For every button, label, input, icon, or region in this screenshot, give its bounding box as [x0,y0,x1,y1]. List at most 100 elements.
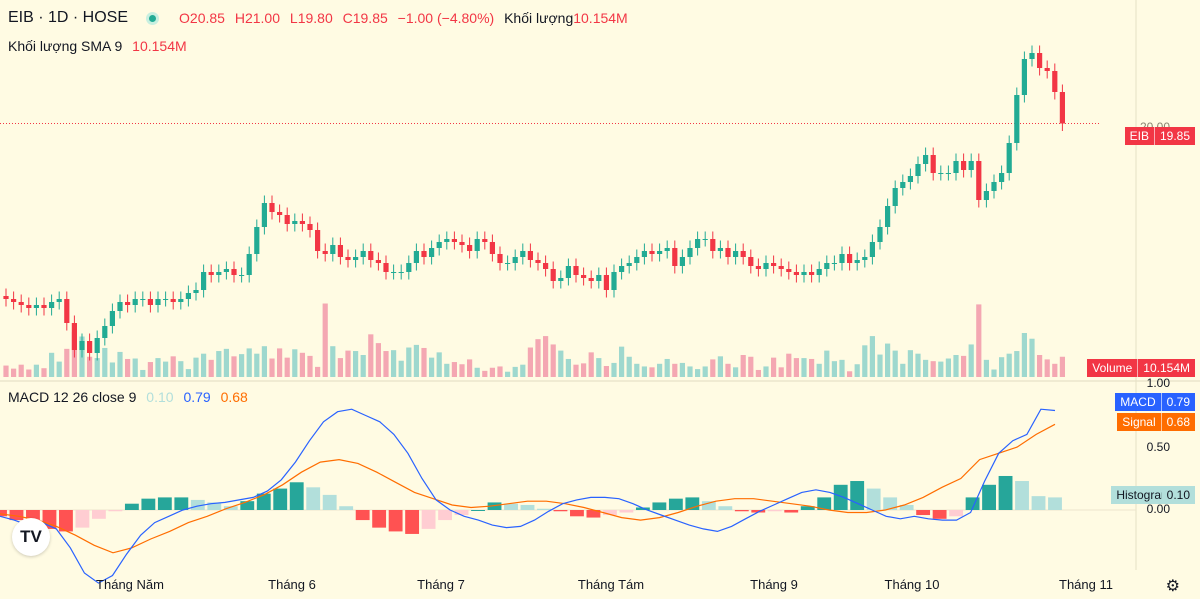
volume-bar [421,347,427,377]
volume-bar [185,369,191,377]
candle-body [710,239,716,251]
macd-scale-top: 1.00 [1146,376,1170,390]
candle-body [330,245,336,254]
volume-tag: Volume 10.154M [1087,359,1195,377]
candle-body [672,248,678,266]
volume-bar [322,303,328,377]
candle-body [33,305,39,308]
volume-bar [375,343,381,377]
volume-bar [527,347,533,377]
histogram-value-tag: 0.10 [1161,486,1195,504]
volume-bar [847,371,853,377]
candle-body [626,263,632,266]
volume-bar [315,366,321,377]
volume-bar [755,369,761,377]
volume-bar [786,353,792,377]
histogram-bar [421,510,436,529]
market-open-icon [146,11,160,25]
histogram-bar [454,510,469,516]
histogram-bar [602,510,617,516]
candle-body [26,305,32,308]
volume-bar [710,359,716,377]
volume-sma-legend[interactable]: Khối lượng SMA 9 10.154M [8,38,187,54]
histogram-bar [652,502,667,510]
candle-body [725,248,731,257]
volume-bar [451,362,457,377]
volume-bars [3,303,1065,377]
volume-bar [170,356,176,377]
candle-body [474,239,480,251]
chart-header: EIB · 1D · HOSE O20.85 H21.00 L19.80 C19… [8,9,634,27]
signal-tag-value: 0.68 [1166,415,1190,429]
candle-body [953,161,959,173]
candle-body [809,272,815,275]
tradingview-logo[interactable]: TV [12,518,50,556]
volume-bar [550,344,556,377]
candle-body [1044,68,1050,71]
volume-bar [307,355,313,377]
x-label-may: Tháng Năm [96,577,164,592]
volume-bar [778,367,784,377]
candle-body [208,272,214,275]
histogram-bar [306,487,321,510]
candle-body [588,278,594,281]
candle-body [983,191,989,200]
volume-bar [292,349,298,377]
candle-body [87,341,93,353]
x-label-oct: Tháng 10 [884,577,940,592]
candle-body [717,248,723,251]
histogram-bar [339,506,354,510]
candle-body [292,221,298,224]
histogram-bar [850,481,865,510]
macd-tag-label: MACD [1115,393,1162,411]
candle-body [117,302,123,311]
x-label-nov: Tháng 11 [1059,577,1113,592]
candle-body [64,299,70,323]
histogram-bar [487,502,502,510]
volume-bar [147,362,153,377]
candle-body [375,260,381,263]
volume-bar [543,336,549,377]
candle-body [1029,53,1035,59]
candle-body [748,257,754,266]
candle-body [535,260,541,263]
macd-legend[interactable]: MACD 12 26 close 9 0.10 0.79 0.68 [8,389,248,405]
candle-body [520,251,526,257]
candle-body [56,299,62,302]
candle-body [269,203,275,212]
histogram-tag: Histogram [1111,486,1176,504]
volume-bar [535,339,541,377]
volume-bar [64,348,70,377]
candle-body [155,299,161,305]
histogram-bar [817,497,832,510]
histogram-bar [157,497,172,510]
gear-icon[interactable]: ⚙ [1165,578,1180,595]
candle-body [132,299,138,305]
candle-body [193,290,199,293]
macd-tag: MACD 0.79 [1115,393,1195,411]
symbol-title[interactable]: EIB · 1D · HOSE [8,9,129,26]
volume-bar [155,358,161,377]
volume-tag-value: 10.154M [1143,361,1190,375]
volume-bar [269,358,275,377]
histogram-bar [1015,481,1029,510]
volume-sma-value: 10.154M [132,38,187,54]
x-label-sep: Tháng 9 [750,577,798,592]
candle-body [702,239,708,240]
histogram-bar [0,510,7,517]
volume-bar [801,358,807,377]
volume-bar [976,304,982,377]
volume-bar [299,352,305,377]
histogram-bar [718,506,733,510]
volume-bar [254,353,260,377]
volume-bar [49,352,55,377]
volume-bar [885,343,891,377]
candle-body [611,272,617,290]
volume-bar [573,364,579,377]
candle-body [816,269,822,275]
volume-bar [429,357,435,377]
candle-body [619,266,625,272]
macd-legend-macd: 0.79 [183,389,211,405]
volume-bar [391,350,397,377]
